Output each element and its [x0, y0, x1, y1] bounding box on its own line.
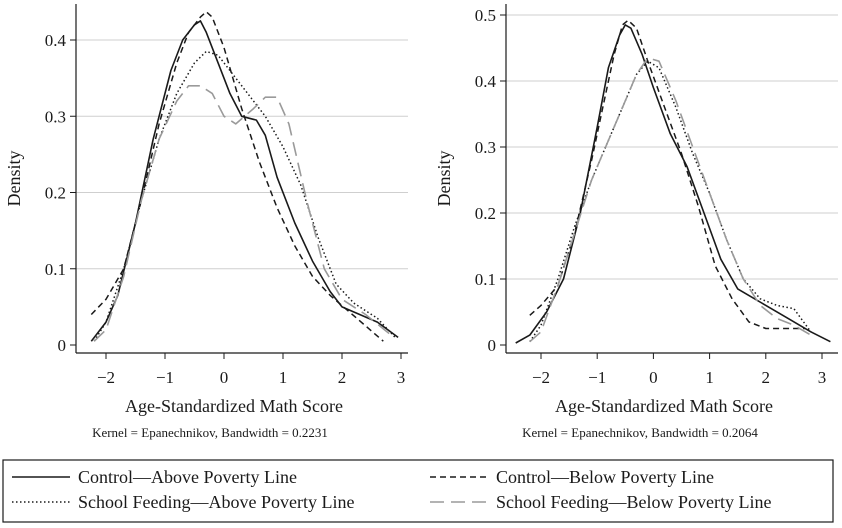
x-axis-title: Age-Standardized Math Score — [555, 396, 773, 416]
y-tick-label: 0.3 — [475, 138, 496, 157]
series-line-1 — [515, 24, 831, 344]
y-tick-label: 0.1 — [45, 260, 66, 279]
chart-panel-left: 0 0.1 0.2 0.3 0.4 −2 −1 0 1 2 3 Age-Standardized Ma… — [4, 4, 408, 440]
x-tick-label: 3 — [818, 368, 827, 387]
series-line-4 — [529, 57, 812, 343]
y-axis-title: Density — [4, 151, 24, 207]
chart-panel-right: 0 0.1 0.2 0.3 0.4 0.5 −2 −1 0 1 2 3 Age-Standardized… — [434, 4, 838, 440]
legend-box — [2, 459, 834, 523]
x-tick-label: −1 — [156, 368, 174, 387]
kernel-note: Kernel = Epanechnikov, Bandwidth = 0.223… — [92, 425, 328, 440]
x-tick-label: −1 — [588, 368, 606, 387]
x-tick-label: −2 — [532, 368, 550, 387]
y-tick-label: 0.1 — [475, 270, 496, 289]
y-axis-title: Density — [434, 151, 454, 207]
x-tick-label: 2 — [762, 368, 771, 387]
x-axis-title: Age-Standardized Math Score — [125, 396, 343, 416]
y-tick-label: 0.2 — [475, 204, 496, 223]
x-tick-label: 1 — [279, 368, 288, 387]
kernel-note: Kernel = Epanechnikov, Bandwidth = 0.206… — [522, 425, 758, 440]
y-tick-label: 0.2 — [45, 184, 66, 203]
series-line-4 — [93, 85, 390, 342]
y-tick-label: 0.4 — [45, 31, 67, 50]
x-tick-label: 2 — [338, 368, 347, 387]
legend-label: School Feeding—Below Poverty Line — [496, 492, 771, 512]
y-tick-label: 0.5 — [475, 6, 496, 25]
y-tick-label: 0 — [58, 336, 67, 355]
series-line-1 — [90, 20, 399, 342]
series-line-2 — [90, 11, 384, 342]
series-line-3 — [93, 50, 396, 342]
y-tick-label: 0 — [488, 336, 497, 355]
x-tick-label: 0 — [220, 368, 229, 387]
x-tick-label: −2 — [97, 368, 115, 387]
series-line-3 — [529, 60, 812, 343]
series-line-2 — [529, 19, 806, 330]
legend-label: Control—Below Poverty Line — [496, 467, 714, 487]
legend: Control—Above Poverty Line Control—Below … — [2, 459, 834, 523]
y-tick-label: 0.4 — [475, 72, 497, 91]
legend-label: Control—Above Poverty Line — [78, 467, 297, 487]
x-tick-label: 0 — [649, 368, 658, 387]
x-tick-label: 3 — [397, 368, 406, 387]
x-tick-label: 1 — [705, 368, 714, 387]
y-tick-label: 0.3 — [45, 107, 66, 126]
legend-label: School Feeding—Above Poverty Line — [78, 492, 354, 512]
